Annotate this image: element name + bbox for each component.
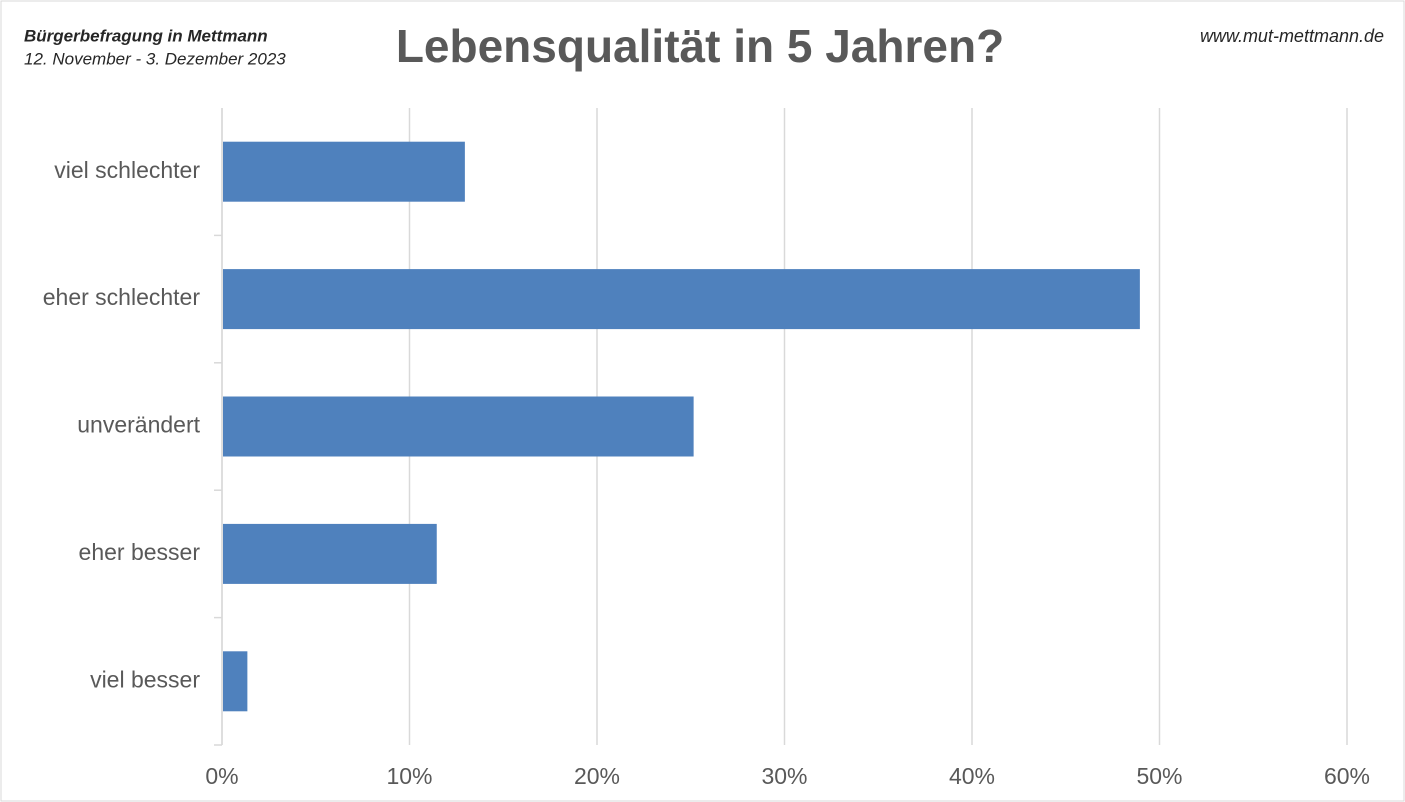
y-tick-label: eher besser (79, 539, 201, 565)
x-tick-label: 30% (761, 763, 807, 789)
y-tick-label: eher schlechter (43, 284, 201, 310)
bar (223, 141, 465, 202)
header-title: Bürgerbefragung in Mettmann (24, 26, 268, 45)
header-subtitle: 12. November - 3. Dezember 2023 (24, 49, 286, 68)
x-tick-label: 40% (949, 763, 995, 789)
y-tick-label: viel schlechter (54, 157, 200, 183)
x-tick-label: 60% (1324, 763, 1370, 789)
source: www.mut-mettmann.de (1200, 26, 1384, 46)
bar (223, 523, 437, 584)
bar (223, 396, 694, 457)
x-tick-label: 0% (205, 763, 238, 789)
chart-title: Lebensqualität in 5 Jahren? (396, 20, 1004, 72)
bar (223, 651, 248, 712)
x-tick-label: 10% (386, 763, 432, 789)
x-tick-label: 20% (574, 763, 620, 789)
x-tick-label: 50% (1136, 763, 1182, 789)
y-tick-label: viel besser (90, 666, 200, 692)
y-tick-label: unverändert (77, 412, 200, 438)
bar (223, 269, 1140, 330)
